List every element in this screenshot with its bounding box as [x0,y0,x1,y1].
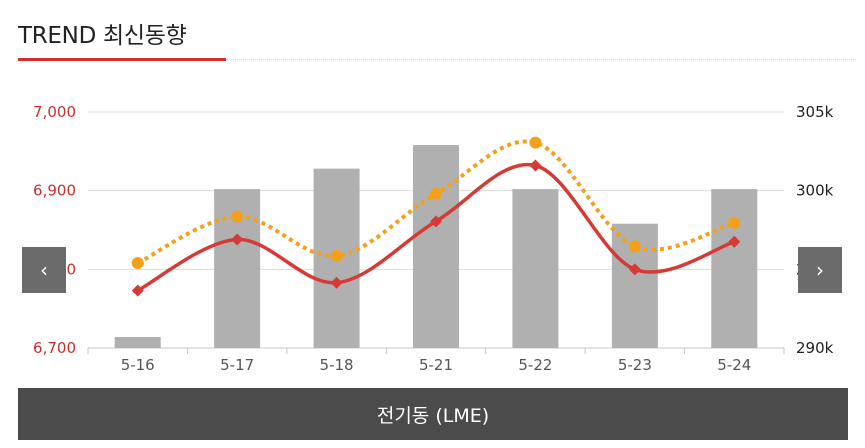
left-axis-tick-label: 6,900 [33,182,76,200]
bar-5-24 [711,189,758,348]
orange-point-5-16 [131,257,144,270]
orange-point-5-24 [728,216,741,229]
bar-5-16 [114,336,161,348]
x-tick-label: 5-16 [121,356,155,374]
x-tick-label: 5-24 [717,356,751,374]
x-tick-label: 5-23 [618,356,652,374]
red-point-5-23 [628,263,641,276]
orange-point-5-21 [430,187,442,200]
title-underline [18,58,226,61]
red-point-5-22 [529,159,542,172]
title-divider [226,59,856,60]
next-arrow-button[interactable]: › [798,247,842,293]
red-point-5-24 [728,235,741,248]
chevron-right-icon: › [816,258,824,282]
red-point-5-18 [330,276,343,289]
chevron-left-icon: ‹ [40,258,48,282]
right-axis-tick-label: 300k [796,182,834,200]
bar-5-22 [512,189,559,348]
bar-5-21 [413,145,459,348]
right-axis-tick-label: 305k [796,103,834,121]
right-axis-tick-label: 290k [796,339,834,357]
x-tick-label: 5-18 [320,356,354,374]
orange-point-5-18 [330,249,343,262]
x-tick-label: 5-17 [220,356,254,374]
commodity-label-bar[interactable]: 전기동 (LME) [18,388,848,440]
prev-arrow-button[interactable]: ‹ [22,247,66,293]
x-tick-label: 5-21 [419,356,453,374]
x-tick-label: 5-22 [518,356,552,374]
red-point-5-17 [231,233,244,246]
orange-point-5-17 [231,210,244,223]
red-point-5-21 [430,215,442,228]
orange-point-5-23 [628,240,641,253]
commodity-label: 전기동 (LME) [376,404,490,427]
left-axis-tick-label: 6,700 [33,339,76,357]
left-axis-tick-label: 7,000 [33,103,76,121]
orange-point-5-22 [529,136,542,149]
red-point-5-16 [131,284,144,297]
page-title: TREND 최신동향 [18,23,187,49]
